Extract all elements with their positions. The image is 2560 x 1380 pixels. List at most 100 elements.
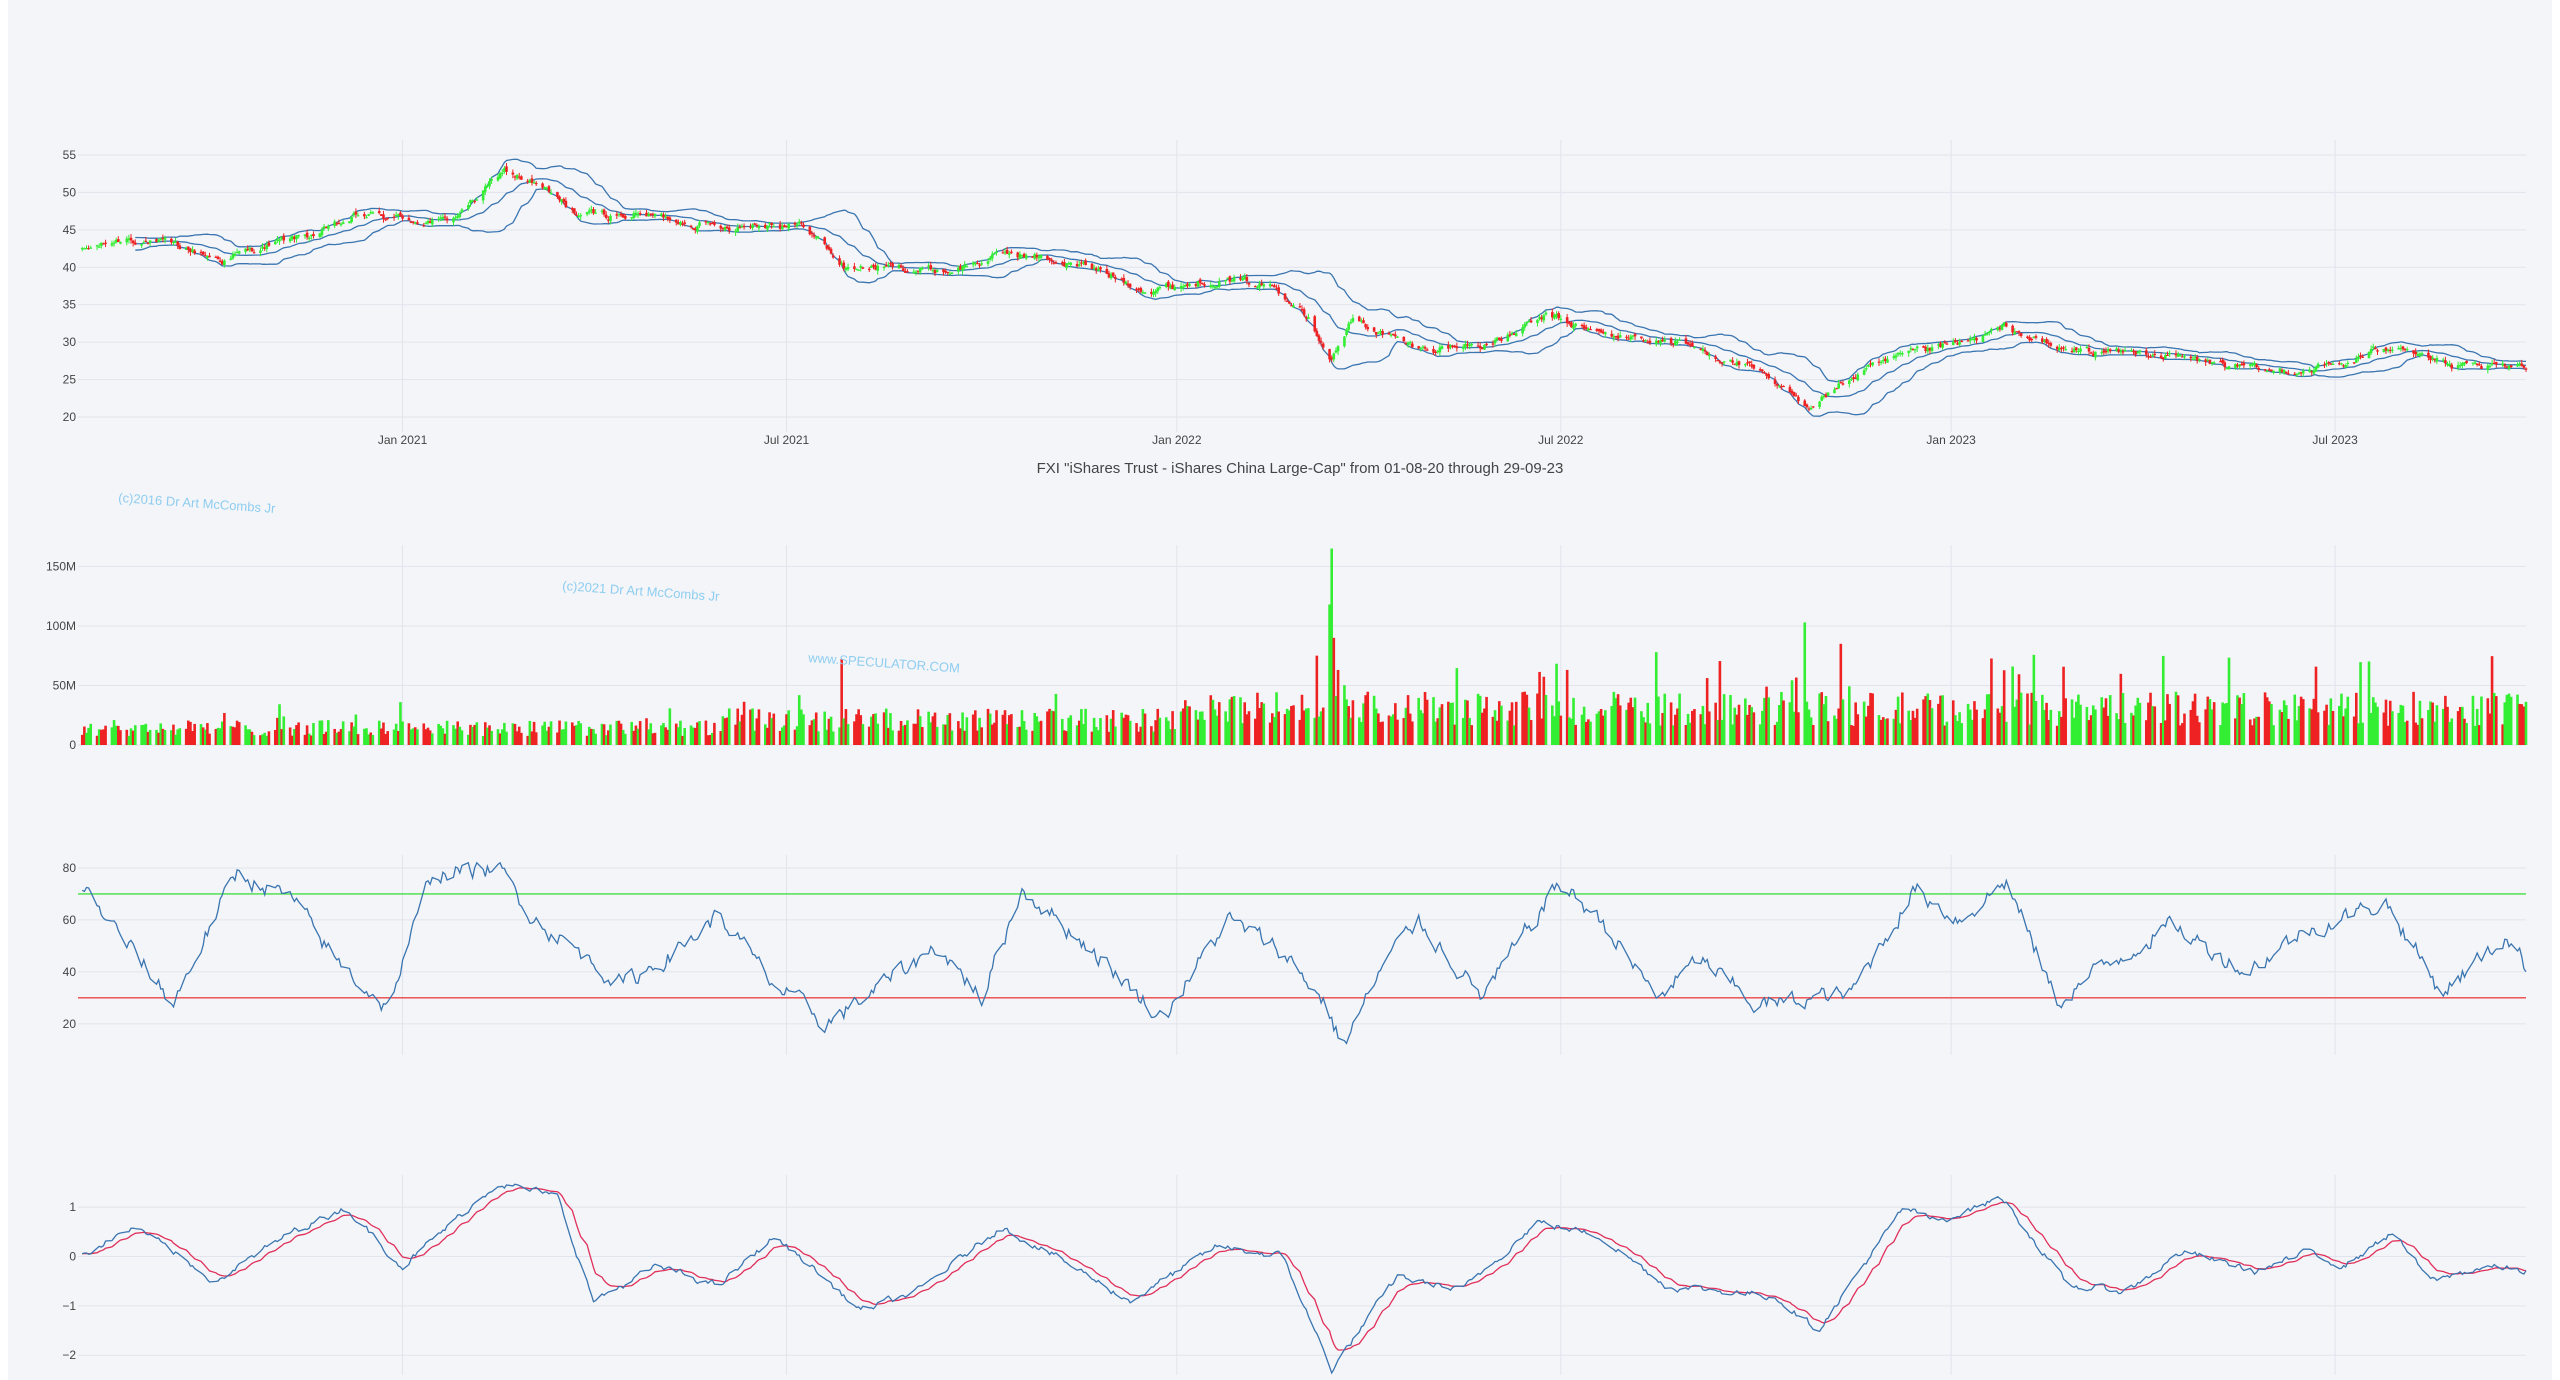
candle-body — [2100, 352, 2104, 354]
volume-bar — [1654, 652, 1658, 745]
volume-bar — [530, 731, 534, 745]
candle-body — [1417, 346, 1420, 349]
y-tick-label: 40 — [63, 965, 77, 979]
volume-bar — [2242, 693, 2246, 745]
candle-body — [1245, 277, 1249, 282]
volume-bar — [963, 730, 967, 745]
candle-body — [297, 235, 300, 237]
volume-bar — [1631, 707, 1635, 745]
volume-bar — [607, 730, 610, 745]
candle-body — [1321, 343, 1325, 348]
candle-body — [575, 214, 578, 216]
volume-bar — [534, 732, 538, 745]
candle-body — [2361, 356, 2364, 358]
candle-body — [706, 221, 710, 224]
candle-body — [778, 224, 782, 229]
candle-body — [114, 239, 118, 243]
candle-body — [1937, 344, 1940, 346]
candle-body — [679, 221, 682, 225]
volume-bar — [1211, 699, 1215, 745]
candle-body — [1198, 279, 1202, 284]
volume-bar — [97, 729, 101, 745]
candle-body — [1818, 401, 1821, 407]
candle-body — [1107, 273, 1111, 278]
candle-body — [2414, 351, 2417, 355]
y-tick-label: 80 — [63, 861, 77, 875]
candle-body — [1691, 342, 1694, 347]
y-tick-label: 0 — [69, 738, 76, 752]
candle-body — [2047, 342, 2051, 345]
volume-bar — [174, 734, 177, 745]
volume-bar — [1203, 719, 1206, 745]
candle-body — [458, 213, 462, 218]
candle-body — [1478, 345, 1482, 349]
volume-bar — [248, 729, 252, 745]
candle-body — [1570, 322, 1573, 328]
candle-body — [1567, 322, 1571, 324]
candle-body — [1990, 328, 1993, 331]
volume-bar — [778, 730, 782, 745]
candle-body — [2401, 346, 2405, 350]
volume-bar — [2369, 712, 2373, 745]
candle-body — [1514, 333, 1518, 336]
candle-body — [399, 212, 402, 216]
candle-body — [2134, 350, 2137, 355]
candle-body — [2338, 363, 2341, 365]
candle-body — [710, 222, 714, 225]
volume-bar — [1663, 693, 1667, 745]
volume-bar — [2486, 698, 2490, 745]
candle-body — [2386, 349, 2390, 352]
volume-bar — [110, 727, 114, 745]
volume-bar — [2159, 722, 2163, 745]
candle-body — [1610, 333, 1614, 337]
volume-bar — [2074, 701, 2078, 745]
volume-bar — [764, 724, 767, 745]
candle-body — [541, 183, 544, 188]
volume-bar — [2412, 691, 2415, 745]
candle-body — [1693, 347, 1696, 349]
candle-body — [1411, 343, 1414, 348]
candle-body — [1300, 308, 1304, 311]
volume-bar — [742, 701, 746, 745]
candle-body — [1941, 343, 1944, 348]
volume-bar — [564, 721, 568, 745]
volume-bar — [409, 729, 413, 745]
volume-bar — [1020, 710, 1024, 745]
volume-bar — [1646, 702, 1650, 745]
candle-body — [341, 222, 345, 224]
volume-bar — [430, 733, 434, 745]
volume-bar — [365, 728, 368, 745]
volume-bar — [201, 727, 205, 745]
volume-bar — [1996, 708, 2000, 745]
candle-body — [901, 268, 905, 272]
candle-body — [615, 214, 619, 216]
candle-body — [1597, 329, 1601, 332]
volume-bar — [310, 735, 313, 745]
candle-body — [577, 215, 580, 218]
candle-body — [528, 180, 532, 183]
volume-bar — [1243, 702, 1247, 745]
candle-body — [89, 247, 93, 249]
candle-body — [1780, 386, 1783, 388]
volume-bar — [2028, 724, 2031, 745]
volume-bar — [1500, 705, 1503, 745]
volume-bar — [723, 718, 727, 745]
candle-body — [1599, 329, 1603, 333]
candle-body — [1124, 281, 1128, 285]
volume-bar — [1224, 711, 1227, 745]
volume-bar — [1035, 716, 1039, 745]
candle-body — [1701, 348, 1705, 352]
volume-bar — [1245, 714, 1249, 745]
candle-body — [2441, 359, 2445, 361]
volume-bar — [1054, 693, 1058, 745]
candle-body — [1092, 267, 1096, 269]
candle-body — [2002, 322, 2006, 327]
volume-bar — [1092, 717, 1096, 745]
volume-bar — [1943, 725, 1947, 745]
candle-body — [2151, 355, 2154, 357]
candle-body — [1485, 343, 1488, 346]
candle-body — [755, 224, 759, 227]
candle-body — [1998, 328, 2002, 330]
candle-body — [1447, 344, 1450, 349]
candle-body — [293, 236, 296, 240]
